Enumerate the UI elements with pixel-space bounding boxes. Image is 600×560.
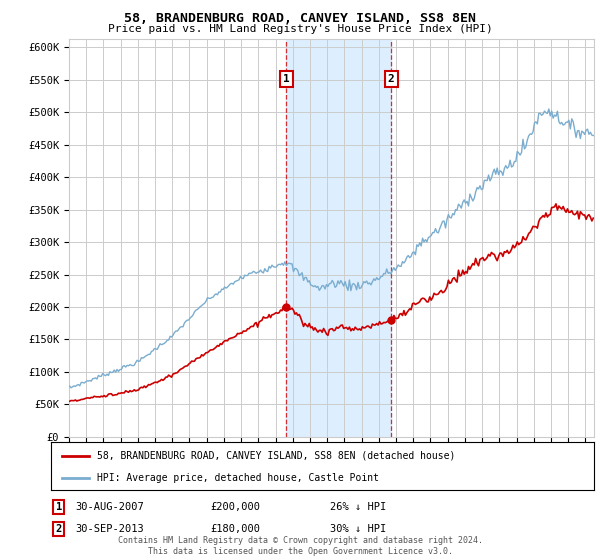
Text: 30% ↓ HPI: 30% ↓ HPI bbox=[330, 524, 386, 534]
Text: 26% ↓ HPI: 26% ↓ HPI bbox=[330, 502, 386, 512]
Text: Contains HM Land Registry data © Crown copyright and database right 2024.
This d: Contains HM Land Registry data © Crown c… bbox=[118, 536, 482, 556]
Text: £180,000: £180,000 bbox=[210, 524, 260, 534]
Text: 58, BRANDENBURG ROAD, CANVEY ISLAND, SS8 8EN: 58, BRANDENBURG ROAD, CANVEY ISLAND, SS8… bbox=[124, 12, 476, 25]
Text: 1: 1 bbox=[56, 502, 62, 512]
Text: 58, BRANDENBURG ROAD, CANVEY ISLAND, SS8 8EN (detached house): 58, BRANDENBURG ROAD, CANVEY ISLAND, SS8… bbox=[97, 451, 455, 461]
Text: 2: 2 bbox=[56, 524, 62, 534]
Text: HPI: Average price, detached house, Castle Point: HPI: Average price, detached house, Cast… bbox=[97, 473, 379, 483]
Text: 2: 2 bbox=[388, 74, 394, 84]
Text: 30-SEP-2013: 30-SEP-2013 bbox=[75, 524, 144, 534]
Bar bbox=[286, 39, 391, 437]
Text: 30-AUG-2007: 30-AUG-2007 bbox=[75, 502, 144, 512]
Text: £200,000: £200,000 bbox=[210, 502, 260, 512]
Text: Price paid vs. HM Land Registry's House Price Index (HPI): Price paid vs. HM Land Registry's House … bbox=[107, 24, 493, 34]
Text: 1: 1 bbox=[283, 74, 290, 84]
